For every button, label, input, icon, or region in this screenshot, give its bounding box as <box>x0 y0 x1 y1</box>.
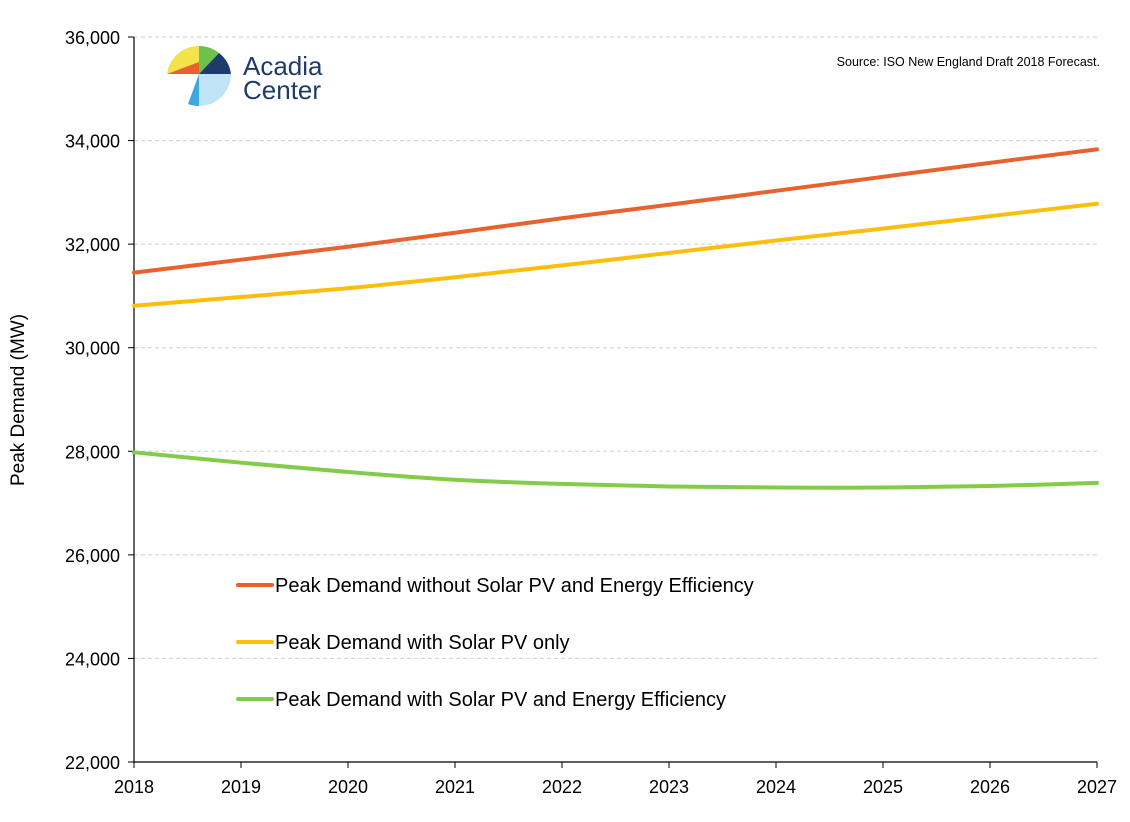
x-tick-label: 2021 <box>435 777 475 797</box>
grid-lines <box>134 36 1097 659</box>
x-tick-label: 2022 <box>542 777 582 797</box>
x-tick-label: 2024 <box>756 777 796 797</box>
series-line-1 <box>132 147 1099 275</box>
series-lines <box>132 147 1099 490</box>
x-tick-label: 2025 <box>863 777 903 797</box>
logo-text-line2: Center <box>243 75 321 105</box>
y-tick-label: 32,000 <box>65 235 120 255</box>
x-tick-label: 2020 <box>328 777 368 797</box>
series-line-3 <box>132 450 1099 490</box>
logo-mark-icon <box>167 45 231 106</box>
acadia-center-logo: Acadia Center <box>167 45 323 106</box>
y-axis-label: Peak Demand (MW) <box>8 314 29 486</box>
y-tick-label: 36,000 <box>65 28 120 48</box>
legend-label-3: Peak Demand with Solar PV and Energy Eff… <box>275 689 726 711</box>
y-tick-label: 26,000 <box>65 546 120 566</box>
legend-label-1: Peak Demand without Solar PV and Energy … <box>275 575 754 597</box>
x-tick-label: 2019 <box>221 777 261 797</box>
y-tick-labels: 22,000 24,000 26,000 28,000 30,000 32,000 34,0… <box>65 28 120 773</box>
axes <box>128 36 1098 768</box>
legend: Peak Demand without Solar PV and Energy … <box>236 575 754 711</box>
x-tick-label: 2027 <box>1077 777 1117 797</box>
y-tick-label: 28,000 <box>65 442 120 462</box>
y-tick-label: 24,000 <box>65 649 120 669</box>
series-line-2 <box>132 201 1099 308</box>
y-tick-label: 22,000 <box>65 753 120 773</box>
logo-text-line1: Acadia <box>243 51 323 81</box>
x-tick-label: 2018 <box>114 777 154 797</box>
y-tick-label: 34,000 <box>65 132 120 152</box>
x-tick-labels: 2018 2019 2020 2021 2022 2023 2024 2025 2026 2027 <box>114 777 1117 797</box>
x-tick-label: 2023 <box>649 777 689 797</box>
source-note: Source: ISO New England Draft 2018 Forec… <box>837 55 1100 69</box>
y-tick-label: 30,000 <box>65 339 120 359</box>
x-tick-label: 2026 <box>970 777 1010 797</box>
legend-label-2: Peak Demand with Solar PV only <box>275 632 570 654</box>
